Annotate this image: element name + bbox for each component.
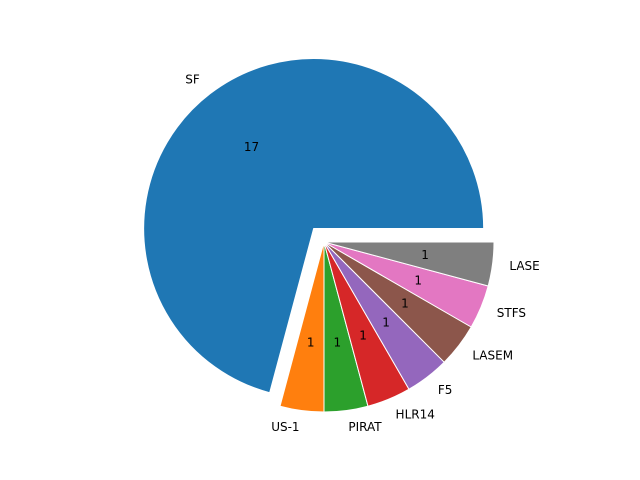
slice-label-us-1: US-1 (271, 420, 299, 434)
slice-label-lase: LASE (509, 259, 539, 273)
slice-value-label-f5: 1 (382, 315, 390, 329)
slice-value-label-stfs: 1 (414, 274, 422, 288)
slice-label-stfs: STFS (497, 306, 526, 320)
slice-label-sf: SF (185, 73, 200, 87)
slice-value-label-pirat: 1 (333, 336, 341, 350)
slice-value-label-lasem: 1 (401, 297, 409, 311)
slice-label-f5: F5 (438, 383, 453, 397)
pie-slice-sf (143, 58, 485, 394)
pie-slice-lase (323, 241, 495, 287)
slice-label-lasem: LASEM (472, 348, 513, 362)
slice-label-hlr14: HLR14 (396, 407, 435, 421)
slice-value-label-us-1: 1 (307, 336, 315, 350)
slice-label-pirat: PIRAT (348, 420, 382, 434)
slice-value-label-sf: 17 (244, 140, 259, 154)
slice-value-label-lase: 1 (421, 248, 429, 262)
slice-value-label-hlr14: 1 (359, 329, 367, 343)
